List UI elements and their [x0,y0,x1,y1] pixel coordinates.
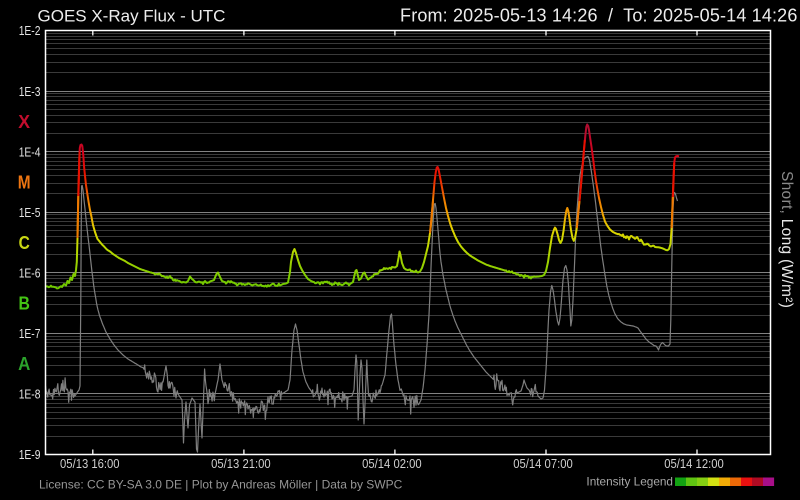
svg-text:C: C [19,233,30,253]
svg-text:Intensity Legend: Intensity Legend [586,475,673,489]
svg-text:X: X [18,112,30,132]
svg-text:05/14 07:00: 05/14 07:00 [513,456,573,471]
svg-text:1E-4: 1E-4 [19,144,41,159]
svg-text:1E-3: 1E-3 [19,84,41,99]
svg-text:05/14 02:00: 05/14 02:00 [362,456,422,471]
svg-text:A: A [18,354,30,374]
svg-text:1E-2: 1E-2 [19,23,41,38]
svg-text:B: B [19,294,30,314]
svg-text:1E-8: 1E-8 [19,387,41,402]
svg-text:05/13 16:00: 05/13 16:00 [60,456,120,471]
svg-text:From: 2025-05-13 14:26 / To:: From: 2025-05-13 14:26 / To: 2025-05-14 … [400,6,797,26]
svg-text:M: M [18,173,31,193]
svg-text:1E-5: 1E-5 [19,205,41,220]
svg-text:05/13 21:00: 05/13 21:00 [211,456,271,471]
svg-text:1E-7: 1E-7 [19,326,41,341]
svg-text:1E-9: 1E-9 [19,447,41,462]
svg-text:Short, Long (W/m²): Short, Long (W/m²) [778,171,795,308]
svg-text:1E-6: 1E-6 [19,266,41,281]
svg-text:License: CC BY-SA 3.0 DE | Plo: License: CC BY-SA 3.0 DE | Plot by Andre… [39,478,403,492]
svg-text:GOES X-Ray Flux - UTC: GOES X-Ray Flux - UTC [38,7,226,26]
svg-text:05/14 12:00: 05/14 12:00 [664,456,724,471]
